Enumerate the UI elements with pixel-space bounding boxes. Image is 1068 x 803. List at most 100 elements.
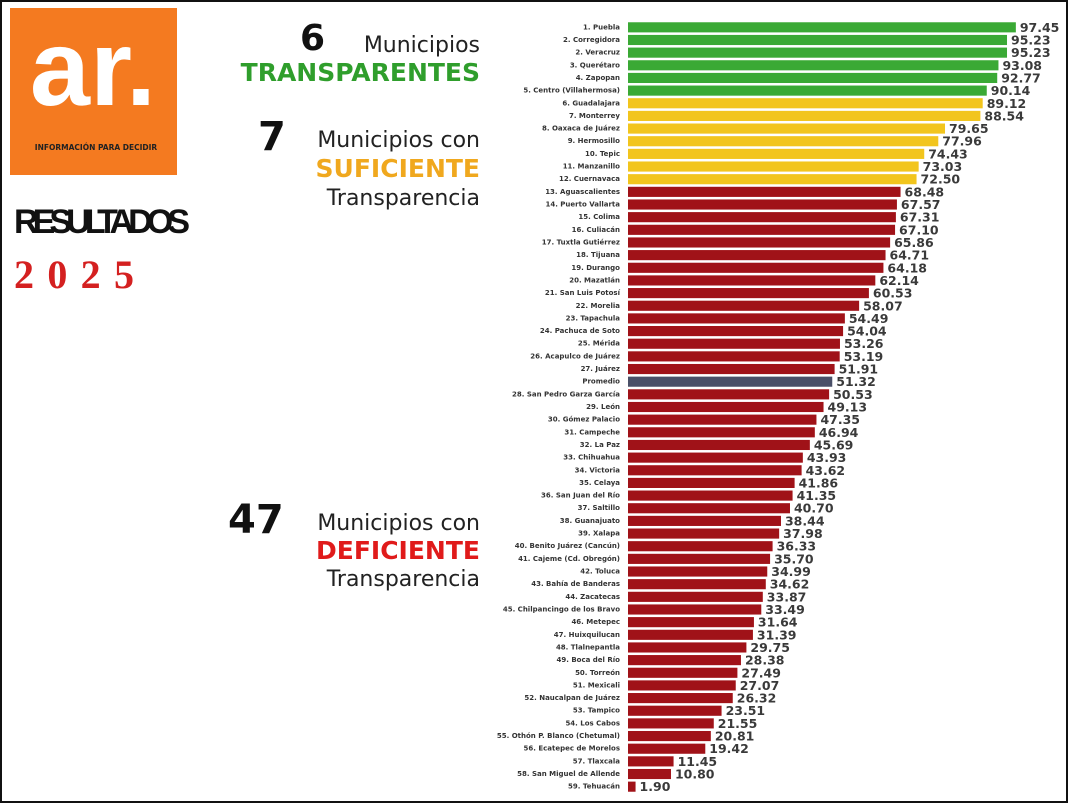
category-label: 2. Veracruz <box>575 49 620 57</box>
group-count: 7 <box>258 114 286 160</box>
category-label: 52. Naucalpan de Juárez <box>524 694 620 702</box>
category-label: 24. Pachuca de Soto <box>540 327 620 335</box>
value-label: 33.87 <box>767 589 807 604</box>
category-label: 41. Cajeme (Cd. Obregón) <box>518 555 620 563</box>
bar <box>628 110 981 121</box>
group-level: SUFICIENTE <box>316 154 480 183</box>
value-label: 21.55 <box>718 716 758 731</box>
results-title: RESULTADOS <box>14 203 190 241</box>
category-label: 15. Colima <box>578 213 620 221</box>
value-label: 67.10 <box>899 222 939 237</box>
bar <box>628 730 711 742</box>
bar <box>628 541 773 552</box>
bar <box>628 528 780 539</box>
value-label: 10.80 <box>675 767 715 782</box>
category-label: 40. Benito Juárez (Cancún) <box>515 542 620 550</box>
value-label: 97.45 <box>1020 20 1060 35</box>
value-label: 1.90 <box>640 779 671 794</box>
bar <box>628 148 925 159</box>
bar <box>628 503 790 514</box>
bar <box>628 338 840 349</box>
bar <box>628 22 1016 33</box>
bar <box>628 376 833 387</box>
category-label: 50. Torreón <box>575 669 620 677</box>
category-label: 26. Acapulco de Juárez <box>530 352 620 360</box>
value-label: 46.94 <box>819 425 859 440</box>
group-text: Municipios <box>364 33 480 58</box>
bar <box>628 667 738 678</box>
category-label: 13. Aguascalientes <box>545 188 620 196</box>
category-label: 35. Celaya <box>579 479 620 487</box>
group-suffix: Transparencia <box>326 186 480 211</box>
value-label: 34.99 <box>771 564 811 579</box>
category-label: 32. La Paz <box>580 441 620 449</box>
category-label: 6. Guadalajara <box>562 99 620 107</box>
category-label: 43. Bahía de Banderas <box>531 580 620 588</box>
bar <box>628 617 754 628</box>
group-level: DEFICIENTE <box>316 536 480 565</box>
value-label: 31.64 <box>758 615 798 630</box>
category-label: 49. Boca del Río <box>557 656 621 664</box>
value-label: 31.39 <box>757 627 797 642</box>
category-label: 1. Puebla <box>583 23 620 31</box>
value-label: 54.49 <box>849 311 889 326</box>
value-label: 73.03 <box>923 159 963 174</box>
value-label: 34.62 <box>770 577 810 592</box>
value-label: 28.38 <box>745 653 785 668</box>
category-label: 48. Tlalnepantla <box>556 643 620 651</box>
bar <box>628 98 983 109</box>
bar <box>628 363 835 375</box>
category-label: 44. Zacatecas <box>565 593 620 601</box>
category-label: 5. Centro (Villahermosa) <box>523 87 620 95</box>
value-label: 51.91 <box>839 362 879 377</box>
bar <box>628 72 998 84</box>
bar <box>628 642 747 653</box>
bar <box>628 427 815 438</box>
category-label: 25. Mérida <box>578 340 620 348</box>
category-label: 10. Tepic <box>585 150 620 158</box>
category-label: 27. Juárez <box>581 365 620 373</box>
value-label: 93.08 <box>1002 58 1042 73</box>
logo-caption: INFORMACIÓN PARA DECIDIR <box>35 143 158 152</box>
category-label: 28. San Pedro Garza García <box>512 390 620 398</box>
value-label: 37.98 <box>783 526 823 541</box>
bar <box>628 174 917 185</box>
bar <box>628 47 1008 58</box>
category-label: 16. Culiacán <box>572 226 620 234</box>
category-label: 45. Chilpancingo de los Bravo <box>503 605 620 613</box>
bar <box>628 781 636 792</box>
bar <box>628 85 987 96</box>
value-label: 36.33 <box>777 539 817 554</box>
bar <box>628 224 896 235</box>
bar <box>628 414 817 425</box>
value-label: 23.51 <box>726 703 766 718</box>
bar <box>628 579 766 590</box>
category-label: 8. Oaxaca de Juárez <box>542 125 620 133</box>
category-label: 42. Toluca <box>580 568 620 576</box>
bar <box>628 389 830 400</box>
value-label: 11.45 <box>678 754 718 769</box>
category-label: 7. Monterrey <box>569 112 620 120</box>
category-label: 47. Huixquilucan <box>554 631 620 639</box>
group-suffix: Transparencia <box>326 567 480 592</box>
value-label: 64.18 <box>887 260 927 275</box>
category-label: 57. Tlaxcala <box>573 757 621 765</box>
category-label: 20. Mazatlán <box>569 276 620 284</box>
value-label: 45.69 <box>814 437 854 452</box>
value-label: 40.70 <box>794 501 834 516</box>
value-label: 54.04 <box>847 324 887 339</box>
category-label: 11. Manzanillo <box>563 163 620 171</box>
value-label: 72.50 <box>921 172 961 187</box>
value-label: 41.86 <box>799 475 839 490</box>
category-label: 37. Saltillo <box>578 504 621 512</box>
value-label: 79.65 <box>949 121 989 136</box>
category-label: 30. Gómez Palacio <box>548 416 620 424</box>
category-label: 34. Victoria <box>575 466 621 474</box>
group-text: Municipios con <box>317 128 480 153</box>
category-label: 33. Chihuahua <box>563 454 620 462</box>
value-label: 74.43 <box>928 146 968 161</box>
category-label: 19. Durango <box>571 264 620 272</box>
value-label: 26.32 <box>737 691 777 706</box>
